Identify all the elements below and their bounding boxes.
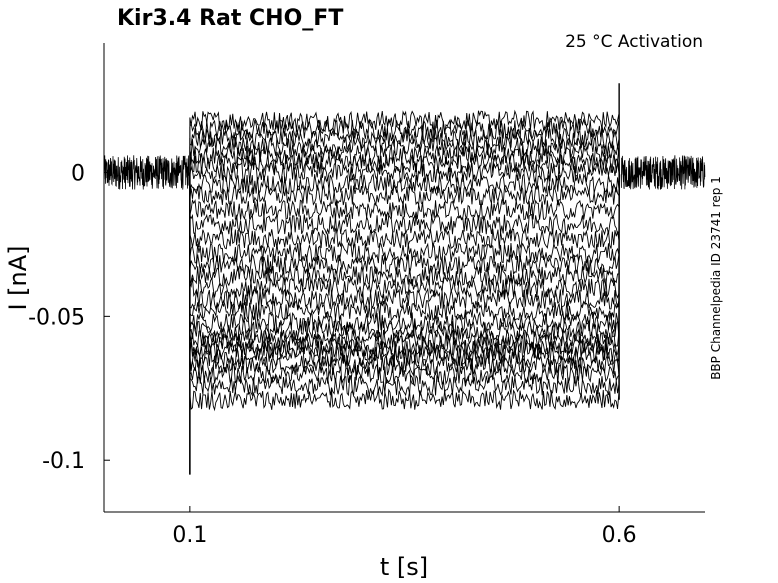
baseline-post <box>620 155 706 190</box>
y-axis-label: I [nA] <box>4 245 32 310</box>
x-tick-label: 0.6 <box>602 523 637 548</box>
baseline-pre <box>103 155 190 190</box>
x-tick-label: 0.1 <box>172 523 207 548</box>
trace-9 <box>189 172 620 206</box>
trace-7 <box>189 160 620 184</box>
trace-3 <box>189 126 620 173</box>
trace-18 <box>189 172 620 322</box>
trace-27 <box>189 172 620 397</box>
x-axis-label: t [s] <box>380 553 428 581</box>
trace-1 <box>189 109 620 173</box>
trace-26 <box>189 172 620 386</box>
trace-20 <box>189 172 620 341</box>
y-tick-label: 0 <box>71 161 85 186</box>
trace-11 <box>189 172 620 236</box>
trace-13 <box>189 172 620 265</box>
chart-title: Kir3.4 Rat CHO_FT <box>117 6 343 31</box>
trace-17 <box>189 172 620 311</box>
side-note: BBP Channelpedia ID 23741 rep 1 <box>709 176 723 380</box>
trace-10 <box>189 172 620 221</box>
y-tick-label: -0.05 <box>28 305 85 330</box>
trace-12 <box>189 172 620 250</box>
trace-16 <box>189 172 620 299</box>
chart-subtitle: 25 °C Activation <box>565 32 703 52</box>
axes: 0.1 0.6 0 -0.05 -0.1 <box>28 43 705 548</box>
trace-5 <box>189 143 620 173</box>
trace-14 <box>189 172 620 276</box>
trace-21 <box>189 172 620 350</box>
trace-24 <box>189 172 620 369</box>
traces <box>103 83 706 475</box>
trace-25 <box>189 172 620 377</box>
y-tick-label: -0.1 <box>42 449 85 474</box>
trace-15 <box>189 172 620 288</box>
trace-28 <box>189 172 620 412</box>
